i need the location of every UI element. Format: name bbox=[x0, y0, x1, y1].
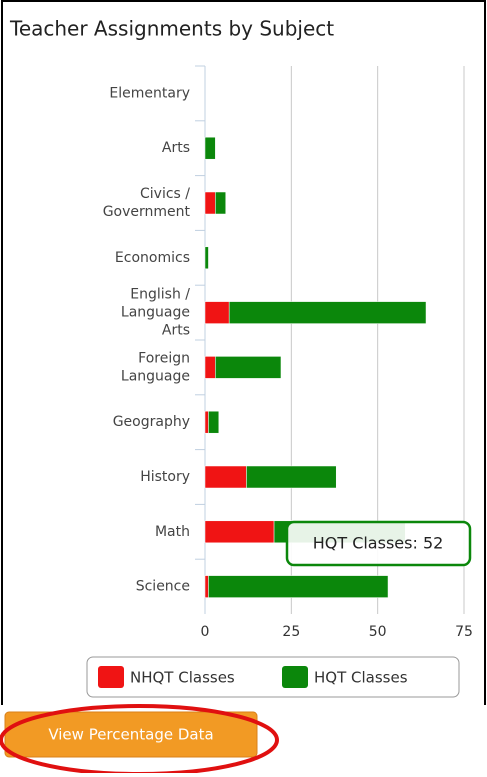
legend-label: HQT Classes bbox=[314, 669, 408, 687]
bar bbox=[204, 520, 275, 544]
tooltip-text: HQT Classes: 52 bbox=[313, 534, 444, 553]
y-tick-label: Economics bbox=[115, 250, 190, 266]
chart-title: Teacher Assignments by Subject bbox=[9, 17, 334, 41]
y-tick-label: English / Language Arts bbox=[121, 287, 190, 339]
legend-swatch bbox=[282, 666, 308, 688]
bar bbox=[215, 356, 282, 379]
legend-label: NHQT Classes bbox=[130, 669, 235, 687]
y-tick-label: Arts bbox=[162, 140, 190, 156]
tooltip-box bbox=[285, 520, 472, 567]
y-tick-label: Math bbox=[155, 524, 190, 540]
x-tick-label: 50 bbox=[369, 624, 387, 640]
y-tick-label: Science bbox=[136, 579, 190, 595]
legend-swatch bbox=[98, 666, 124, 688]
bar bbox=[204, 246, 209, 270]
y-tick-label: Elementary bbox=[109, 85, 190, 101]
bar bbox=[204, 301, 230, 324]
bar bbox=[204, 410, 209, 434]
bar bbox=[228, 301, 427, 324]
x-tick-label: 25 bbox=[282, 624, 300, 640]
bar bbox=[208, 410, 220, 434]
y-tick-label: Civics / Government bbox=[103, 186, 191, 220]
bar bbox=[204, 136, 216, 160]
bar bbox=[204, 465, 247, 489]
bar bbox=[204, 356, 216, 379]
bar bbox=[215, 191, 226, 215]
x-tick-label: 75 bbox=[455, 624, 473, 640]
bar bbox=[246, 465, 337, 489]
y-tick-label: Geography bbox=[113, 414, 190, 430]
legend-box bbox=[86, 656, 460, 698]
button-label[interactable]: View Percentage Data bbox=[48, 726, 213, 744]
y-tick-label: Foreign Language bbox=[121, 350, 190, 384]
bar bbox=[204, 191, 216, 215]
bar bbox=[204, 575, 209, 598]
x-tick-label: 0 bbox=[201, 624, 210, 640]
bar bbox=[208, 575, 389, 598]
y-tick-label: History bbox=[140, 469, 190, 485]
